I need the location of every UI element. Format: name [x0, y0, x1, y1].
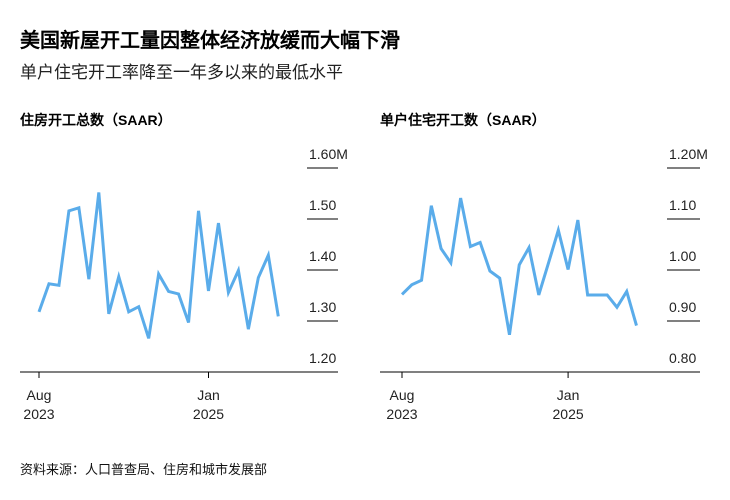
chart-title: 美国新屋开工量因整体经济放缓而大幅下滑: [20, 30, 400, 52]
x-tick-label: 2023: [23, 406, 54, 422]
x-tick-label: 2023: [386, 406, 417, 422]
x-tick-label: 2025: [553, 406, 584, 422]
y-tick-label: 0.80: [669, 350, 696, 366]
total-starts-line: [37, 192, 280, 339]
y-tick-label: 1.30: [309, 299, 336, 315]
total-starts-title: 住房开工总数（SAAR）: [20, 112, 172, 128]
x-tick-label: Aug: [27, 387, 52, 403]
y-tick-label: 1.40: [309, 248, 336, 264]
y-tick-label: 0.90: [669, 299, 696, 315]
y-tick-label: 1.20M: [669, 146, 708, 162]
single-family-starts-line: [400, 197, 638, 336]
single-family-starts-title: 单户住宅开工数（SAAR）: [380, 112, 546, 128]
y-tick-label: 1.20: [309, 350, 336, 366]
chart-subtitle: 单户住宅开工率降至一年多以来的最低水平: [20, 63, 343, 82]
x-tick-label: Jan: [197, 387, 220, 403]
y-tick-label: 1.10: [669, 197, 696, 213]
x-tick-label: 2025: [193, 406, 224, 422]
source-note: 资料来源：人口普查局、住房和城市发展部: [20, 462, 268, 477]
x-tick-label: Jan: [557, 387, 580, 403]
x-tick-label: Aug: [390, 387, 415, 403]
y-tick-label: 1.50: [309, 197, 336, 213]
y-tick-label: 1.60M: [309, 146, 348, 162]
y-tick-label: 1.00: [669, 248, 696, 264]
